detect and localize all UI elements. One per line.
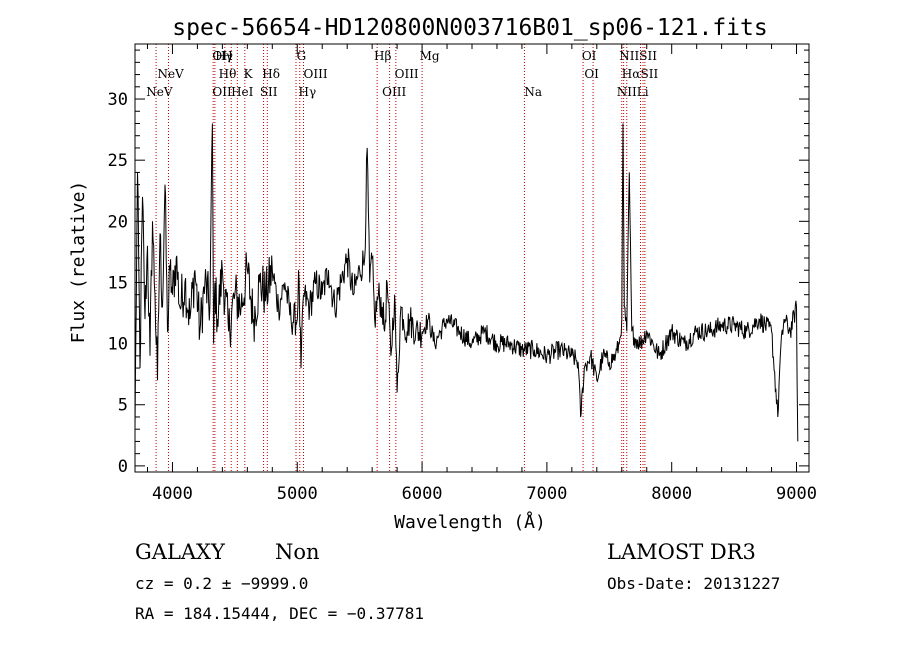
emission-line-label: K (244, 67, 254, 81)
x-tick-label: 8000 (651, 484, 692, 504)
y-tick-label: 25 (108, 151, 128, 171)
emission-line-label: H (222, 49, 232, 63)
emission-line-label: OIII (395, 67, 419, 81)
spectrum-line (134, 123, 799, 442)
emission-line-label: OII (212, 85, 232, 99)
emission-line-label: Hγ (299, 85, 317, 99)
survey-release: LAMOST DR3 (607, 540, 756, 564)
x-axis: 4000 5000 6000 7000 8000 9000 (146, 44, 817, 504)
x-tick-label: 6000 (402, 484, 443, 504)
emission-line-label: Mg (420, 49, 440, 63)
emission-line-label: Hβ (374, 49, 391, 63)
emission-line-label: Hθ (219, 67, 237, 81)
y-tick-label: 15 (108, 273, 128, 293)
emission-line-label: SII (260, 85, 278, 99)
y-tick-label: 0 (118, 457, 128, 477)
emission-line-label: OI (584, 67, 599, 81)
emission-line-markers (155, 44, 646, 472)
coordinates-readout: RA = 184.15444, DEC = −0.37781 (135, 604, 424, 623)
emission-line-label: G (297, 49, 307, 63)
emission-line-label: Na (524, 85, 542, 99)
emission-line-label: OIII (382, 85, 406, 99)
emission-line-label: Hα (622, 67, 641, 81)
emission-line-label: Hγ (215, 49, 233, 63)
y-axis-label: Flux (relative) (68, 181, 89, 344)
redshift-readout: cz = 0.2 ± −9999.0 (135, 574, 308, 593)
x-tick-label: 7000 (526, 484, 567, 504)
emission-line-label: OI (582, 49, 597, 63)
emission-line-label: OI (212, 49, 227, 63)
obs-date: Obs-Date: 20131227 (607, 574, 780, 593)
x-tick-label: 5000 (277, 484, 318, 504)
x-tick-label: 4000 (152, 484, 193, 504)
emission-line-label: NII (617, 85, 637, 99)
emission-line-label: NII (619, 49, 639, 63)
x-tick-label: 9000 (776, 484, 817, 504)
y-tick-label: 30 (108, 90, 128, 110)
plot-frame (134, 43, 810, 473)
y-tick-label: 20 (108, 212, 128, 232)
emission-line-label: NeV (157, 67, 184, 81)
emission-line-label: Hδ (262, 67, 280, 81)
object-subclass: Non (275, 540, 320, 564)
y-tick-label: 5 (118, 396, 128, 416)
chart-title: spec-56654-HD120800N003716B01_sp06-121.f… (172, 15, 767, 41)
emission-line-label: OIII (304, 67, 328, 81)
emission-line-label: HeI (231, 85, 254, 99)
object-class: GALAXY (135, 540, 226, 564)
emission-line-label: SII (641, 67, 659, 81)
x-axis-label: Wavelength (Å) (394, 511, 546, 533)
emission-line-label: Li (637, 85, 649, 99)
emission-line-label: NeV (146, 85, 173, 99)
y-tick-label: 10 (108, 335, 128, 355)
emission-line-label: SII (639, 49, 657, 63)
